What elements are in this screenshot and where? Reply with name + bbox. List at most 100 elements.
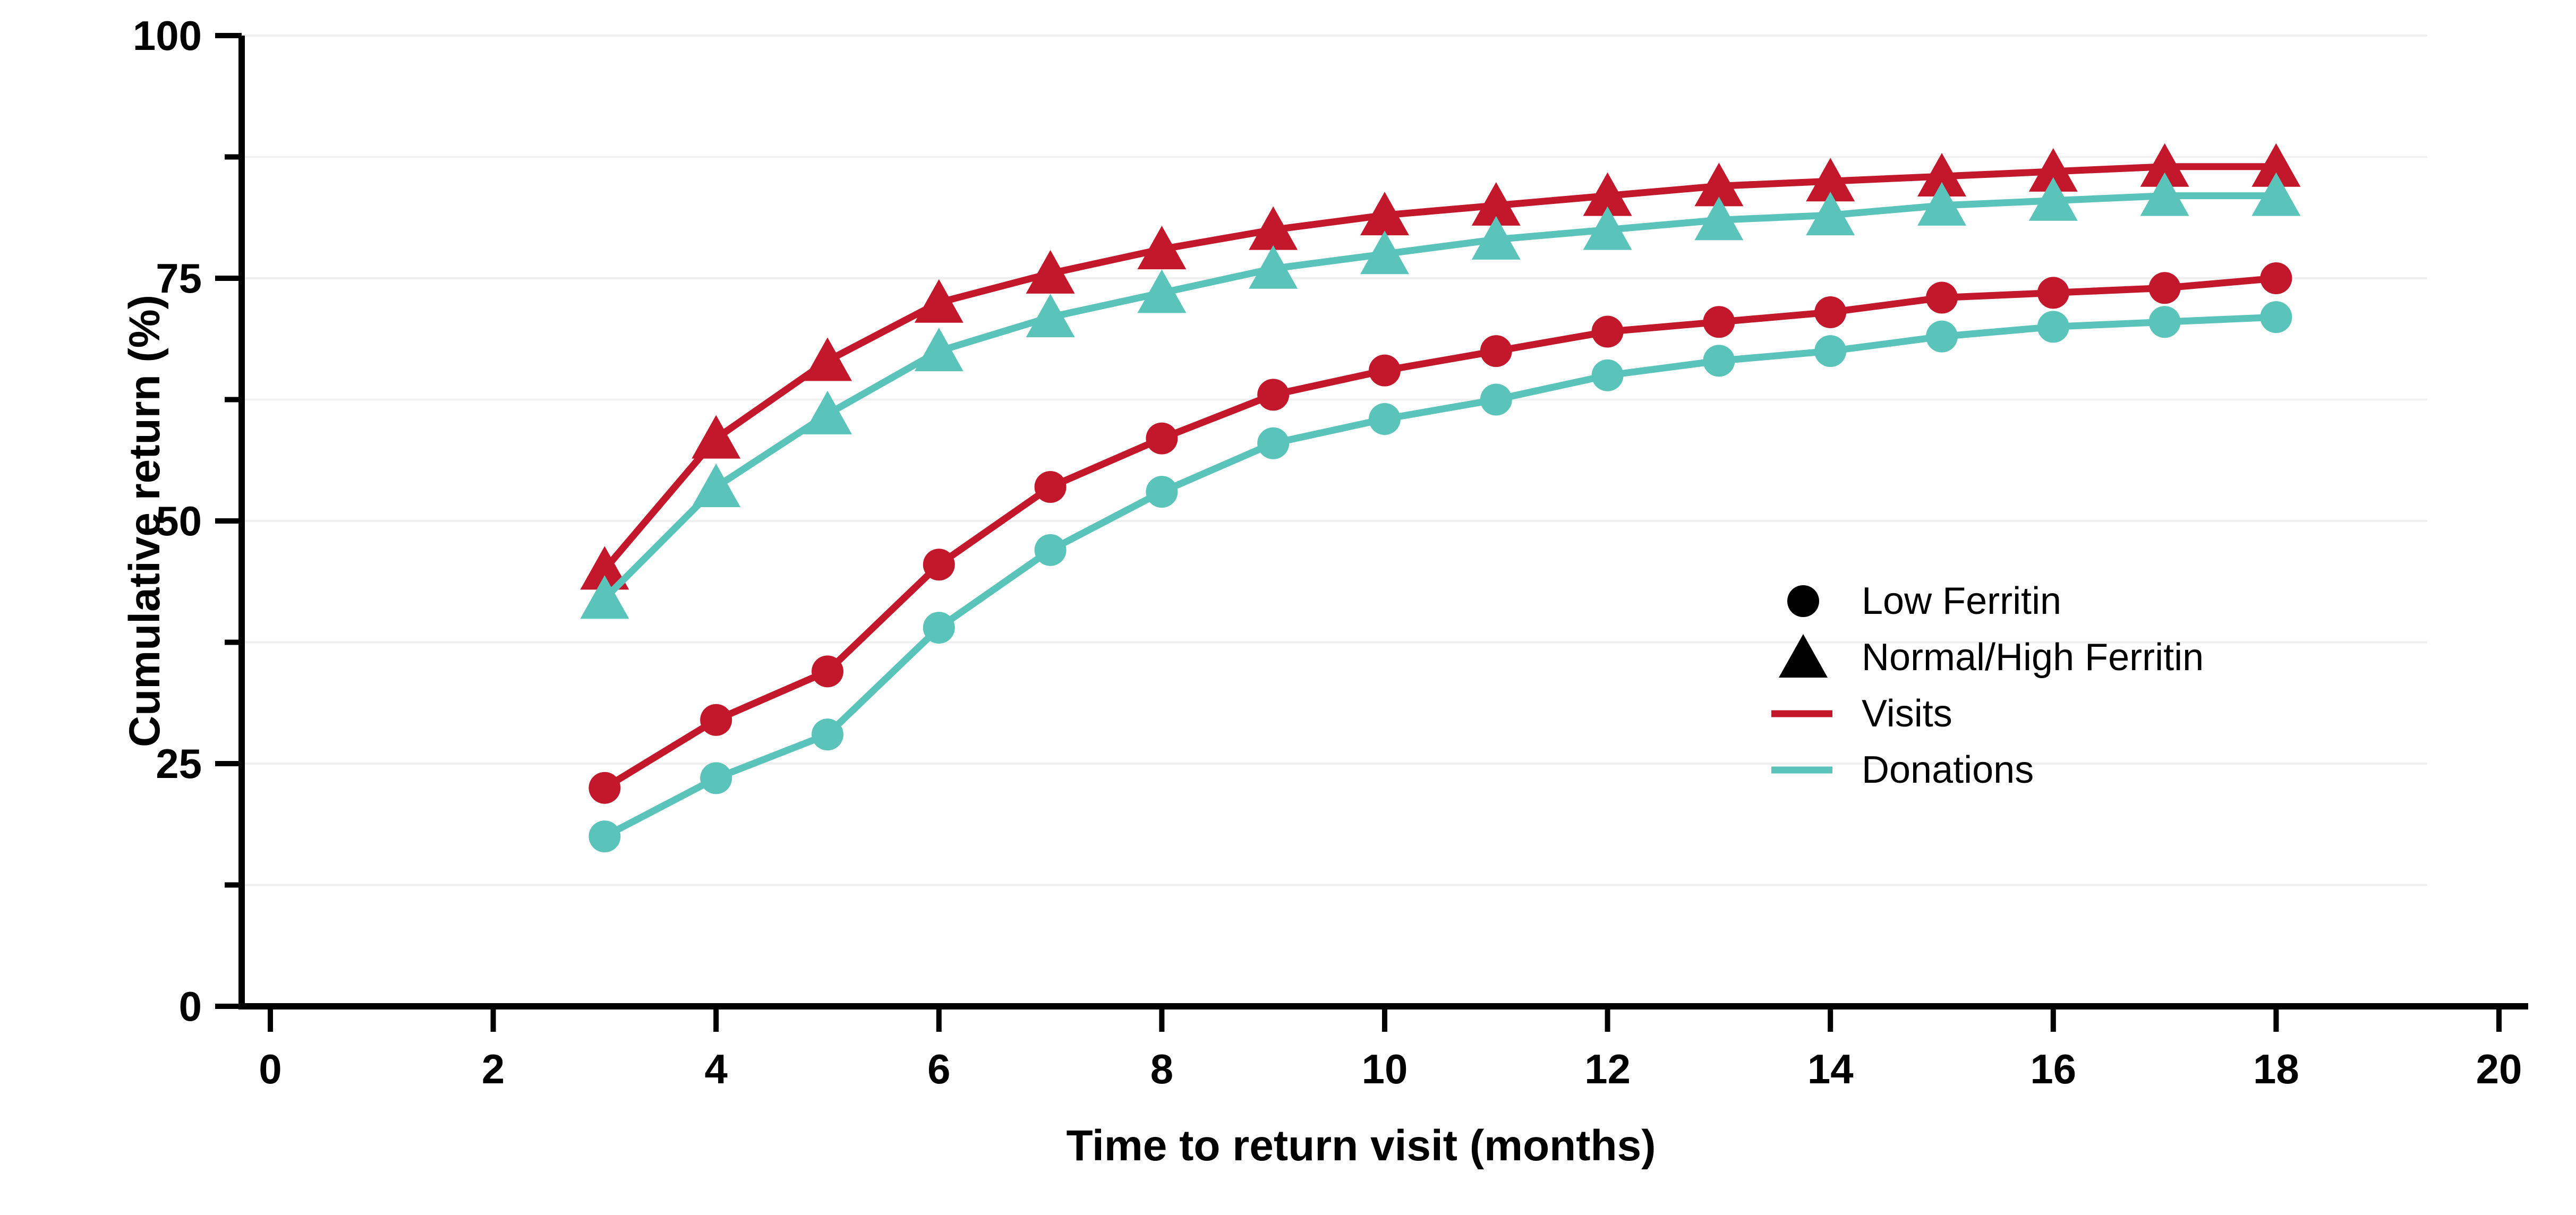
y-tick-label-100: 100 [133, 12, 202, 59]
circle-marker-m6 [923, 549, 955, 581]
triangle-marker-m6 [914, 328, 963, 372]
circle-marker-m9 [1257, 427, 1290, 459]
circle-marker-m15 [1926, 281, 1958, 314]
y-axis-ticks: 0 25 50 75 100 [133, 12, 242, 1030]
x-tick-label-18: 18 [2253, 1046, 2299, 1092]
circle-marker-m4 [700, 704, 732, 736]
triangle-marker-m18 [2251, 172, 2301, 216]
circle-marker-m14 [1814, 335, 1847, 367]
series-visits-normal-high [580, 143, 2301, 590]
circle-marker-m7 [1034, 471, 1067, 503]
triangle-marker-m4 [692, 415, 741, 459]
triangle-marker-m16 [2028, 177, 2078, 221]
triangle-marker-m8 [1137, 226, 1187, 270]
triangle-marker-m17 [2140, 143, 2189, 187]
circle-marker-m13 [1703, 306, 1735, 338]
legend-item-visits: Visits [1771, 692, 1952, 735]
circle-marker-m12 [1591, 359, 1624, 391]
y-axis-title: Cumulative return (%) [121, 295, 169, 747]
circle-marker-m17 [2148, 272, 2181, 304]
triangle-marker-m7 [1026, 294, 1075, 338]
circle-marker-m14 [1814, 296, 1847, 328]
series-line-1 [601, 192, 2280, 602]
x-tick-label-0: 0 [259, 1046, 282, 1092]
circle-marker-m10 [1369, 403, 1401, 435]
x-tick-label-8: 8 [1150, 1046, 1173, 1092]
legend-triangle-swatch [1779, 634, 1828, 678]
circle-marker-m18 [2260, 301, 2292, 333]
y-tick-label-75: 75 [156, 255, 202, 302]
circle-marker-m16 [2037, 311, 2069, 343]
triangle-marker-m14 [1806, 158, 1855, 202]
triangle-marker-m15 [1917, 153, 1966, 197]
x-tick-label-10: 10 [1362, 1046, 1408, 1092]
y-tick-label-50: 50 [156, 498, 202, 544]
series-visits-low [588, 262, 2292, 804]
x-tick-label-14: 14 [1807, 1046, 1854, 1092]
circle-marker-m5 [812, 718, 843, 751]
triangle-marker-m3 [580, 546, 629, 590]
triangle-marker-m12 [1583, 172, 1632, 216]
x-tick-label-6: 6 [927, 1046, 950, 1092]
legend-label: Donations [1862, 749, 2034, 791]
triangle-marker-m16 [2028, 148, 2078, 192]
x-tick-label-20: 20 [2476, 1046, 2522, 1092]
circle-marker-m6 [923, 612, 955, 644]
x-axis-ticks: 0 2 4 6 8 10 12 14 16 18 20 [259, 1006, 2522, 1092]
series-donations-low [588, 301, 2292, 853]
legend-circle-swatch [1787, 585, 1819, 617]
triangle-marker-m15 [1917, 182, 1966, 226]
circle-marker-m8 [1146, 476, 1178, 508]
y-tick-label-0: 0 [179, 983, 202, 1030]
series-donations-normal-high [580, 172, 2301, 619]
triangle-marker-m13 [1694, 162, 1744, 207]
triangle-marker-m9 [1249, 206, 1298, 250]
circle-marker-m15 [1926, 320, 1958, 353]
circle-marker-m4 [700, 762, 732, 794]
triangle-marker-m4 [692, 464, 741, 508]
triangle-marker-m11 [1471, 182, 1521, 226]
legend-label: Low Ferritin [1862, 580, 2061, 622]
legend-item-donations: Donations [1771, 749, 2034, 791]
circle-marker-m3 [588, 772, 621, 804]
circle-marker-m10 [1369, 354, 1401, 387]
circle-marker-m11 [1480, 383, 1512, 416]
legend-label: Visits [1862, 692, 1952, 735]
triangle-marker-m9 [1249, 245, 1298, 289]
x-tick-label-2: 2 [482, 1046, 505, 1092]
x-tick-label-4: 4 [705, 1046, 728, 1092]
triangle-marker-m6 [914, 279, 963, 323]
triangle-marker-m7 [1026, 250, 1075, 294]
triangle-marker-m5 [803, 390, 852, 434]
triangle-marker-m13 [1694, 196, 1744, 241]
circle-marker-m9 [1257, 379, 1290, 411]
x-axis-title: Time to return visit (months) [1066, 1122, 1656, 1170]
circle-marker-m12 [1591, 315, 1624, 348]
circle-marker-m16 [2037, 277, 2069, 309]
triangle-marker-m5 [803, 337, 852, 381]
legend-label: Normal/High Ferritin [1862, 636, 2204, 679]
circle-marker-m5 [812, 655, 843, 688]
series-line-2 [601, 275, 2280, 792]
triangle-marker-m10 [1360, 230, 1409, 275]
x-tick-label-12: 12 [1584, 1046, 1631, 1092]
triangle-marker-m11 [1471, 216, 1521, 260]
y-tick-label-25: 25 [156, 740, 202, 787]
legend-item-normal-high-ferritin: Normal/High Ferritin [1779, 634, 2204, 679]
legend: Low Ferritin Normal/High Ferritin Visits Do… [1771, 580, 2204, 791]
triangle-marker-m12 [1583, 206, 1632, 250]
circle-marker-m11 [1480, 335, 1512, 367]
circle-marker-m8 [1146, 422, 1178, 455]
gridlines [242, 35, 2427, 886]
triangle-marker-m10 [1360, 192, 1409, 236]
triangle-marker-m18 [2251, 143, 2301, 187]
circle-marker-m3 [588, 820, 621, 853]
triangle-marker-m17 [2140, 172, 2189, 216]
legend-item-low-ferritin: Low Ferritin [1787, 580, 2061, 622]
triangle-marker-m3 [580, 575, 629, 619]
circle-marker-m17 [2148, 306, 2181, 338]
x-tick-label-16: 16 [2030, 1046, 2076, 1092]
